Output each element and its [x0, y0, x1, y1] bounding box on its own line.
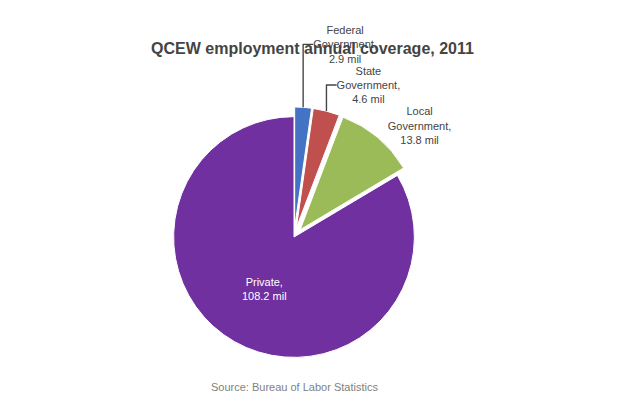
- svg-text:QCEW employment annual coverag: QCEW employment annual coverage, 2011: [151, 40, 474, 57]
- svg-text:LocalGovernment,13.8 mil: LocalGovernment,13.8 mil: [388, 105, 452, 146]
- svg-text:StateGovernment,4.6 mil: StateGovernment,4.6 mil: [337, 65, 401, 106]
- svg-text:Source: Bureau of Labor Statis: Source: Bureau of Labor Statistics: [211, 381, 378, 393]
- svg-text:Private,108.2 mil: Private,108.2 mil: [242, 276, 287, 302]
- svg-text:FederalGovernment,2.9 mil: FederalGovernment,2.9 mil: [313, 24, 377, 65]
